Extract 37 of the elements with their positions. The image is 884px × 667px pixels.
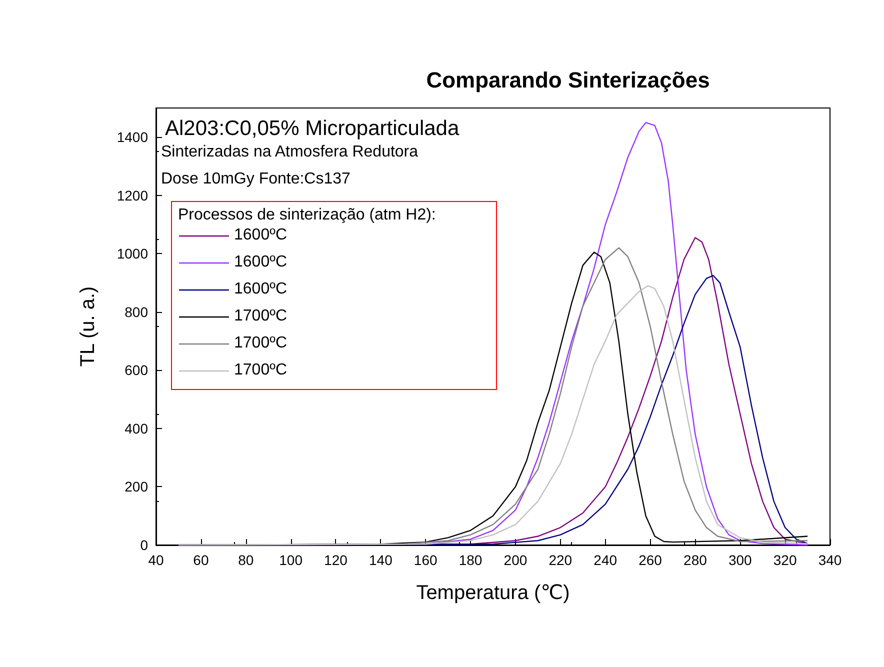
y-axis-title: TL (u. a.)	[77, 286, 99, 367]
x-tick-label: 320	[773, 552, 797, 568]
legend-label: 1600ºC	[234, 280, 287, 298]
x-axis-title: Temperatura (℃)	[416, 582, 570, 604]
x-tick-label: 60	[193, 552, 209, 568]
x-tick-label: 280	[684, 552, 708, 568]
x-tick-label: 140	[368, 552, 393, 568]
x-tick-label: 260	[638, 552, 662, 568]
y-tick-label: 600	[124, 362, 148, 378]
x-tick-label: 80	[238, 552, 254, 568]
legend-title: Processos de sinterização (atm H2):	[178, 206, 436, 224]
y-tick-label: 1000	[116, 246, 148, 262]
x-tick-label: 100	[279, 552, 303, 568]
legend-label: 1700ºC	[234, 308, 287, 324]
legend-label: 1600ºC	[234, 254, 287, 270]
legend-label: 1700ºC	[234, 362, 287, 378]
y-tick-label: 1400	[116, 129, 148, 146]
x-tick-label: 220	[548, 552, 572, 568]
legend-label: 1600ºC	[234, 226, 287, 244]
x-tick-label: 120	[324, 552, 348, 568]
annotation: Dose 10mGy Fonte:Cs137	[161, 170, 351, 188]
y-tick-label: 400	[124, 420, 148, 436]
x-tick-label: 240	[594, 552, 618, 568]
x-tick-label: 180	[458, 552, 482, 568]
annotation: Al203:C0,05% Microparticulada	[165, 117, 460, 140]
x-tick-label: 200	[504, 552, 528, 568]
x-tick-label: 40	[148, 552, 164, 568]
chart-title: Comparando Sinterizações	[426, 68, 710, 92]
annotation: Sinterizadas na Atmosfera Redutora	[161, 144, 418, 160]
y-tick-label: 0	[140, 537, 148, 553]
x-tick-label: 340	[818, 552, 842, 568]
y-tick-label: 200	[124, 478, 148, 495]
y-tick-label: 1200	[116, 187, 148, 204]
legend-label: 1700ºC	[234, 334, 287, 352]
y-tick-label: 800	[124, 304, 148, 320]
x-tick-label: 300	[728, 552, 752, 568]
x-tick-label: 160	[414, 552, 438, 568]
